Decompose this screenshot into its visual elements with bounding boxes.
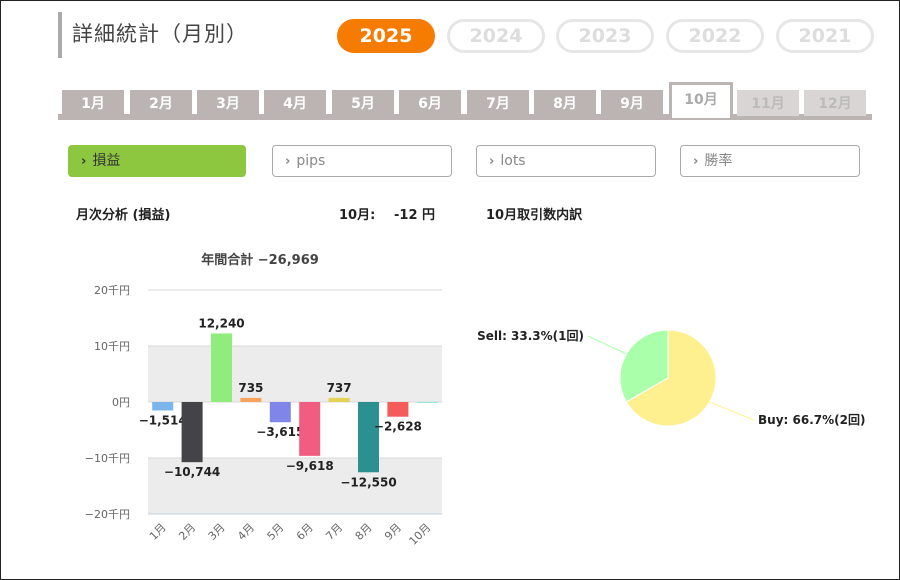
month-tab-11[interactable]: 11月: [737, 90, 799, 116]
data-label: −1,514: [139, 413, 187, 427]
x-tick-label: 5月: [265, 521, 287, 543]
data-label: 735: [238, 381, 263, 395]
month-tab-5[interactable]: 5月: [332, 90, 394, 116]
month-result-label: 10月:: [339, 208, 376, 223]
x-tick-label: 10月: [407, 521, 434, 548]
bar-7月: [328, 397, 350, 402]
plot-band: [148, 458, 442, 514]
data-label: 737: [327, 381, 352, 395]
y-tick-label: 0円: [112, 396, 130, 409]
x-tick-label: 4月: [235, 521, 257, 543]
month-tab-7[interactable]: 7月: [467, 90, 529, 116]
month-tab-2[interactable]: 2月: [130, 90, 192, 116]
pie-label-buy: Buy: 66.7%(2回): [758, 413, 865, 427]
metric-button-pips[interactable]: › pips: [272, 145, 452, 177]
pie-label-sell: Sell: 33.3%(1回): [477, 329, 584, 343]
month-result-value: -12 円: [394, 208, 436, 223]
pie-slice-buy: [625, 329, 717, 427]
bar-4月: [240, 397, 262, 402]
bar-5月: [269, 402, 291, 423]
pie-slice-sell: [619, 329, 669, 403]
data-label: −9,618: [286, 459, 334, 473]
x-tick-label: 1月: [147, 521, 169, 543]
x-tick-label: 8月: [353, 521, 375, 543]
plot-band: [148, 346, 442, 402]
breakdown-heading: 10月取引数内訳: [486, 208, 583, 223]
metric-button-pnl[interactable]: › 損益: [68, 145, 246, 177]
bar-9月: [387, 402, 409, 417]
x-tick-label: 7月: [323, 521, 345, 543]
chevron-right-icon: ›: [693, 154, 699, 169]
y-tick-label: 10千円: [94, 340, 130, 353]
bar-1月: [152, 402, 174, 411]
year-pill-2023[interactable]: 2023: [556, 19, 654, 53]
chevron-right-icon: ›: [285, 154, 291, 169]
page-title: 詳細統計（月別）: [72, 22, 248, 46]
bar-10月: [416, 402, 438, 403]
x-tick-label: 3月: [206, 521, 228, 543]
trade-breakdown-pie-chart: Sell: 33.3%(1回) Buy: 66.7%(2回): [477, 329, 865, 427]
analysis-heading: 月次分析 (損益): [76, 208, 171, 223]
data-label: −12,550: [340, 475, 396, 489]
month-tab-4[interactable]: 4月: [264, 90, 326, 116]
data-label: −2,628: [374, 420, 422, 434]
chevron-right-icon: ›: [489, 154, 495, 169]
data-label: −10,744: [164, 465, 220, 479]
y-tick-label: −20千円: [85, 508, 130, 521]
month-tab-12[interactable]: 12月: [804, 90, 866, 116]
year-pill-2021[interactable]: 2021: [776, 19, 874, 53]
month-tab-baseline: [58, 114, 872, 120]
metric-button-winrate[interactable]: › 勝率: [680, 145, 860, 177]
metric-button-label: 勝率: [704, 153, 733, 169]
y-tick-label: −10千円: [85, 452, 130, 465]
y-tick-label: 20千円: [94, 284, 130, 297]
year-pill-2022[interactable]: 2022: [666, 19, 764, 53]
month-tab-8[interactable]: 8月: [534, 90, 596, 116]
bar-8月: [358, 402, 379, 473]
title-accent-bar: [58, 12, 62, 58]
month-tab-3[interactable]: 3月: [197, 90, 259, 116]
x-tick-label: 6月: [294, 521, 316, 543]
metric-button-label: lots: [500, 153, 526, 169]
month-tab-10[interactable]: 10月: [669, 82, 733, 118]
pie-connector-buy: [709, 401, 755, 421]
metric-button-label: pips: [296, 153, 326, 169]
chart-title: 年間合計 −26,969: [201, 252, 319, 268]
metric-button-label: 損益: [92, 153, 121, 169]
year-pill-2024[interactable]: 2024: [447, 19, 545, 53]
year-pill-2025[interactable]: 2025: [337, 19, 435, 53]
bar-3月: [211, 333, 232, 402]
chevron-right-icon: ›: [81, 154, 87, 169]
data-label: −3,615: [256, 425, 304, 439]
month-tab-1[interactable]: 1月: [62, 90, 124, 116]
data-label: 12,240: [198, 316, 244, 330]
pie-connector-sell: [587, 335, 627, 355]
monthly-pnl-bar-chart: 20千円 10千円 0円 −10千円 −20千円 年間合計 −26,969 −1,514 1月…: [85, 252, 442, 548]
x-tick-label: 2月: [176, 521, 198, 543]
metric-button-lots[interactable]: › lots: [476, 145, 656, 177]
bar-6月: [299, 402, 321, 456]
month-tab-6[interactable]: 6月: [399, 90, 461, 116]
bar-2月: [181, 402, 203, 463]
x-tick-label: 9月: [382, 521, 404, 543]
month-tab-9[interactable]: 9月: [601, 90, 663, 116]
